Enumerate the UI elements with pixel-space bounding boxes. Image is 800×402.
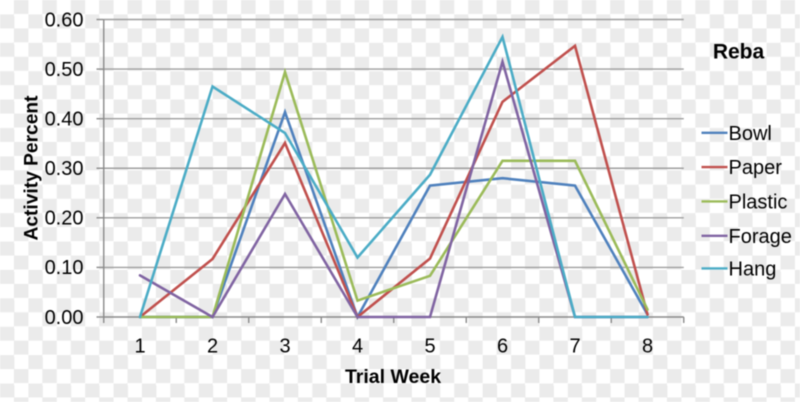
svg-text:1: 1 <box>134 336 145 358</box>
svg-text:7: 7 <box>569 336 580 358</box>
svg-text:0.40: 0.40 <box>45 109 84 131</box>
svg-text:Hang: Hang <box>729 258 777 280</box>
svg-text:0.50: 0.50 <box>45 59 84 81</box>
svg-text:Activity Percent: Activity Percent <box>22 95 43 241</box>
svg-text:Plastic: Plastic <box>729 191 788 213</box>
svg-text:Forage: Forage <box>729 226 792 248</box>
svg-text:3: 3 <box>279 336 290 358</box>
svg-text:0.10: 0.10 <box>45 257 84 279</box>
svg-text:2: 2 <box>207 336 218 358</box>
svg-text:Bowl: Bowl <box>729 123 772 145</box>
svg-text:8: 8 <box>642 336 653 358</box>
svg-text:5: 5 <box>424 336 435 358</box>
svg-text:Trial Week: Trial Week <box>345 366 441 388</box>
svg-text:4: 4 <box>352 336 363 358</box>
svg-text:Paper: Paper <box>729 157 783 179</box>
svg-text:0.60: 0.60 <box>45 9 84 31</box>
svg-text:0.30: 0.30 <box>45 158 84 180</box>
svg-text:Reba: Reba <box>713 41 765 64</box>
svg-text:0.00: 0.00 <box>45 307 84 329</box>
svg-text:0.20: 0.20 <box>45 208 84 230</box>
svg-text:6: 6 <box>497 336 508 358</box>
